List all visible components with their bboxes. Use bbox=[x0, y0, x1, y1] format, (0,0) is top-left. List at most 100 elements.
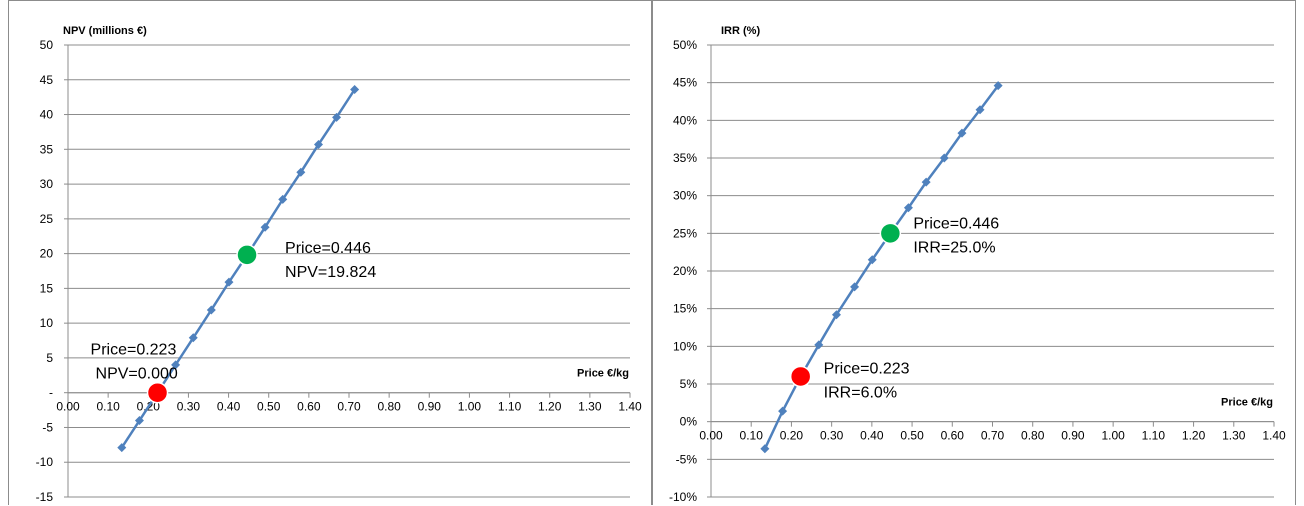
npv-y-tick-label: 20 bbox=[40, 247, 54, 261]
npv-chart-panel: -15 -10 -5-5 10 15 20 25 30 35 40 45 50 0.00 0.10 0.20… bbox=[8, 0, 652, 505]
irr-highlight-marker bbox=[879, 222, 902, 245]
npv-y-tick-label: -15 bbox=[36, 490, 54, 504]
irr-y-tick-label: -10% bbox=[669, 490, 697, 504]
irr-y-tick-label: -5% bbox=[676, 452, 698, 466]
npv-data-point bbox=[296, 167, 306, 177]
npv-data-point bbox=[171, 360, 181, 370]
npv-x-tick-label: 0.90 bbox=[418, 400, 442, 414]
irr-x-axis-title: Price €/kg bbox=[1221, 397, 1273, 409]
npv-data-point bbox=[313, 139, 323, 149]
irr-annotation-price: Price=0.446 bbox=[913, 215, 999, 232]
irr-y-tick-label: 50% bbox=[673, 38, 697, 52]
irr-y-tick-label: 35% bbox=[673, 151, 697, 165]
npv-data-point bbox=[260, 222, 270, 232]
npv-y-tick-label: -5 bbox=[42, 420, 53, 434]
irr-x-tick-label: 0.90 bbox=[1061, 429, 1085, 443]
irr-y-tick-label: 30% bbox=[673, 189, 697, 203]
irr-y-tick-label: 5% bbox=[680, 377, 698, 391]
irr-x-tick-label: 0.30 bbox=[820, 429, 844, 443]
npv-x-tick-label: 0.00 bbox=[56, 400, 80, 414]
irr-y-tick-label: 0% bbox=[680, 415, 698, 429]
npv-data-point bbox=[206, 305, 216, 315]
irr-x-tick-label: 0.40 bbox=[860, 429, 884, 443]
irr-data-point bbox=[975, 105, 985, 115]
npv-x-tick-label: 1.20 bbox=[538, 400, 562, 414]
npv-x-tick-label: 0.60 bbox=[297, 400, 321, 414]
npv-data-point bbox=[278, 194, 288, 204]
npv-x-tick-label: 0.80 bbox=[377, 400, 401, 414]
npv-y-tick-label: 50 bbox=[40, 38, 54, 52]
irr-x-tick-label: 1.30 bbox=[1222, 429, 1246, 443]
irr-chart: -10% -5% 0% 5% 10% 15% 20% 25% 30% 35% 40% 45% 50% 0.… bbox=[669, 25, 1286, 504]
irr-data-point bbox=[993, 81, 1003, 91]
irr-x-tick-label: 1.00 bbox=[1101, 429, 1125, 443]
npv-x-axis-title: Price €/kg bbox=[577, 368, 629, 380]
npv-y-tick-label: 10 bbox=[40, 316, 54, 330]
irr-data-point bbox=[850, 282, 860, 292]
npv-y-tick-label: -10 bbox=[36, 455, 54, 469]
irr-x-tick-label: 1.40 bbox=[1262, 429, 1286, 443]
irr-x-tick-label: 0.70 bbox=[981, 429, 1005, 443]
npv-x-tick-label: 1.00 bbox=[458, 400, 482, 414]
npv-y-tick-label: 15 bbox=[40, 281, 54, 295]
irr-annotation-value: IRR=6.0% bbox=[824, 384, 897, 401]
npv-x-tick-label: 1.10 bbox=[498, 400, 522, 414]
npv-x-tick-label: 0.40 bbox=[217, 400, 241, 414]
irr-y-tick-label: 15% bbox=[673, 302, 697, 316]
npv-annotation-value: NPV=0.000 bbox=[96, 366, 178, 383]
irr-y-tick-label: 40% bbox=[673, 113, 697, 127]
npv-x-tick-label: 0.70 bbox=[337, 400, 361, 414]
npv-data-point bbox=[117, 443, 127, 453]
irr-data-point bbox=[939, 153, 949, 163]
npv-y-tick-label: 45 bbox=[40, 73, 54, 87]
irr-y-tick-label: 45% bbox=[673, 76, 697, 90]
npv-annotation-value: NPV=19.824 bbox=[285, 264, 376, 281]
irr-y-tick-label: 25% bbox=[673, 226, 697, 240]
npv-x-tick-label: 1.30 bbox=[578, 400, 602, 414]
npv-data-point bbox=[188, 333, 198, 343]
irr-x-tick-label: 0.20 bbox=[780, 429, 804, 443]
irr-x-tick-label: 1.20 bbox=[1182, 429, 1206, 443]
irr-chart-panel: -10% -5% 0% 5% 10% 15% 20% 25% 30% 35% 40% 45% 50% 0.… bbox=[652, 0, 1296, 505]
npv-y-tick-label: 35 bbox=[40, 142, 54, 156]
npv-annotation-price: Price=0.446 bbox=[285, 240, 371, 257]
irr-data-point bbox=[814, 340, 824, 350]
irr-x-tick-label: 0.10 bbox=[740, 429, 764, 443]
irr-x-tick-label: 0.80 bbox=[1021, 429, 1045, 443]
irr-x-tick-label: 0.50 bbox=[900, 429, 924, 443]
npv-highlight-marker bbox=[146, 381, 169, 404]
irr-data-point bbox=[831, 310, 841, 320]
npv-x-tick-label: 1.40 bbox=[618, 400, 642, 414]
npv-annotation-price: Price=0.223 bbox=[91, 342, 177, 359]
irr-annotation-value: IRR=25.0% bbox=[913, 239, 995, 256]
npv-y-tick-label: 25 bbox=[40, 212, 54, 226]
npv-data-point bbox=[224, 277, 234, 287]
irr-x-tick-label: 0.00 bbox=[699, 429, 723, 443]
npv-highlight-marker bbox=[236, 244, 258, 266]
irr-data-point bbox=[921, 177, 931, 187]
irr-data-point bbox=[760, 444, 770, 454]
npv-data-point bbox=[134, 416, 144, 426]
irr-data-point bbox=[903, 203, 913, 213]
npv-y-tick-label: 30 bbox=[40, 177, 54, 191]
npv-x-tick-label: 0.30 bbox=[177, 400, 201, 414]
irr-data-point bbox=[867, 255, 877, 265]
npv-y-tick-label: 5 bbox=[46, 351, 53, 365]
npv-y-axis-title: NPV (millions €) bbox=[63, 25, 147, 37]
irr-y-axis-title: IRR (%) bbox=[721, 25, 760, 37]
irr-x-tick-label: 1.10 bbox=[1142, 429, 1166, 443]
irr-highlight-marker bbox=[789, 365, 812, 388]
npv-data-point bbox=[332, 112, 342, 122]
npv-data-point bbox=[350, 85, 360, 95]
npv-x-tick-label: 0.50 bbox=[257, 400, 281, 414]
npv-y-tick-label: 40 bbox=[40, 108, 54, 122]
npv-y-tick-label: - bbox=[49, 386, 53, 400]
irr-data-point bbox=[778, 406, 788, 416]
irr-y-tick-label: 10% bbox=[673, 339, 697, 353]
irr-data-point bbox=[957, 128, 967, 138]
irr-x-tick-label: 0.60 bbox=[941, 429, 965, 443]
irr-y-tick-label: 20% bbox=[673, 264, 697, 278]
irr-annotation-price: Price=0.223 bbox=[824, 360, 910, 377]
npv-x-tick-label: 0.10 bbox=[96, 400, 120, 414]
